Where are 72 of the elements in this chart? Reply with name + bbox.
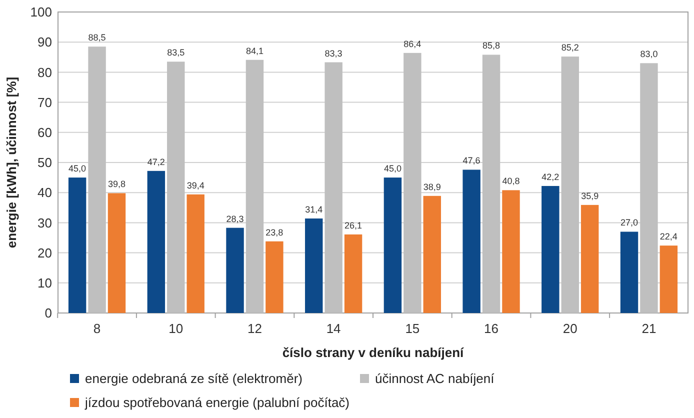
data-label: 39,8 [108, 179, 126, 190]
data-label: 88,5 [88, 32, 106, 43]
x-tick-label: 20 [562, 321, 578, 336]
bar [147, 170, 166, 313]
x-tick-label: 21 [642, 321, 656, 336]
data-label: 42,2 [542, 172, 560, 182]
data-label: 38,9 [423, 182, 441, 192]
bar [384, 178, 402, 313]
y-tick-label: 30 [38, 215, 52, 230]
bar [186, 194, 204, 313]
bar [482, 54, 500, 313]
data-label: 26,1 [344, 220, 362, 230]
bar [226, 228, 244, 313]
x-tick-label: 15 [405, 321, 420, 336]
y-tick-label: 40 [38, 185, 52, 200]
bar [266, 241, 284, 313]
data-label: 39,4 [186, 180, 204, 190]
bar [324, 62, 342, 313]
bar [167, 62, 185, 313]
y-tick-label: 60 [38, 124, 52, 140]
bar [88, 46, 106, 313]
y-tick-label: 10 [38, 275, 52, 290]
data-label: 86,4 [404, 38, 422, 49]
data-label: 85,2 [561, 42, 579, 53]
x-tick-label: 16 [484, 321, 499, 336]
data-label: 83,5 [167, 48, 185, 58]
data-label: 84,1 [246, 46, 264, 56]
bar [68, 178, 86, 313]
bar [108, 193, 126, 313]
x-tick-label: 10 [168, 321, 184, 336]
y-tick-label: 90 [38, 34, 52, 50]
bar [344, 234, 362, 313]
bar [423, 196, 441, 313]
bar [660, 246, 678, 313]
data-label: 45,0 [68, 164, 86, 174]
bar [580, 204, 599, 313]
y-tick-label: 80 [38, 64, 52, 80]
data-label: 47,2 [147, 156, 165, 167]
data-label: 31,4 [305, 204, 323, 214]
x-tick-label: 12 [247, 321, 262, 336]
data-label: 85,8 [482, 40, 500, 51]
bar [404, 52, 422, 313]
y-tick-label: 100 [30, 4, 52, 20]
bar [561, 56, 579, 313]
x-tick-label: 14 [326, 321, 341, 336]
data-label: 47,6 [462, 156, 480, 166]
data-label: 83,3 [324, 48, 342, 58]
data-label: 22,4 [660, 232, 678, 242]
y-tick-label: 70 [38, 94, 52, 110]
legend-label: jízdou spotřebovaná energie (palubní počítač) [84, 395, 350, 410]
x-tick-label: 8 [93, 321, 101, 336]
data-label: 35,9 [581, 190, 599, 201]
bar [246, 60, 264, 313]
x-axis-title: číslo strany v deníku nabíjení [282, 345, 464, 360]
bar [620, 232, 638, 313]
data-label: 28,3 [226, 214, 244, 224]
bar [640, 63, 658, 313]
y-tick-label: 0 [44, 306, 52, 321]
y-tick-label: 20 [38, 245, 52, 260]
data-label: 27,0 [620, 218, 638, 228]
legend-label: energie odebraná ze sítě (elektroměr) [85, 371, 303, 386]
data-label: 45,0 [384, 164, 402, 174]
data-label: 23,8 [266, 227, 284, 238]
y-tick-label: 50 [38, 155, 52, 170]
data-label: 40,8 [502, 176, 520, 186]
data-label: 83,0 [640, 49, 658, 60]
legend-label: účinnost AC nabíjení [375, 371, 495, 386]
bar [462, 170, 480, 313]
bar [305, 218, 323, 313]
y-axis-title: energie [kWh], účinnost [%] [4, 76, 19, 248]
bar [542, 186, 560, 313]
bar [502, 190, 520, 313]
